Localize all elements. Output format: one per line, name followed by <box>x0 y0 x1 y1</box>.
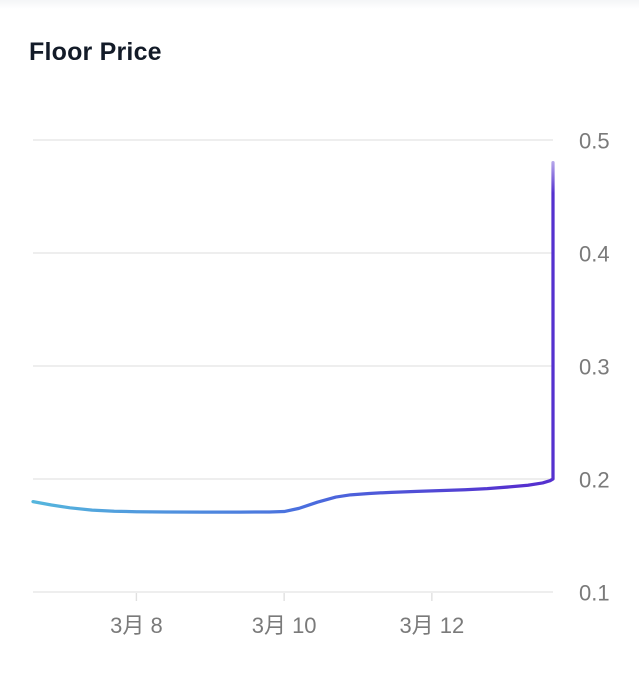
x-axis-label: 3月 12 <box>399 613 464 638</box>
chart-title: Floor Price <box>29 38 162 66</box>
y-axis-label-0.3: 0.3 <box>579 355 610 380</box>
y-axis-label-0.4: 0.4 <box>579 242 610 267</box>
page-top-edge <box>0 0 639 9</box>
floor-price-series-line <box>31 160 555 514</box>
x-axis-label: 3月 10 <box>252 613 317 638</box>
spike-tip-fade <box>546 141 560 193</box>
y-axis-label-0.1: 0.1 <box>579 581 610 606</box>
y-axis-label-0.5: 0.5 <box>579 129 610 154</box>
x-axis-label: 3月 8 <box>110 613 163 638</box>
y-axis-label-0.2: 0.2 <box>579 468 610 493</box>
